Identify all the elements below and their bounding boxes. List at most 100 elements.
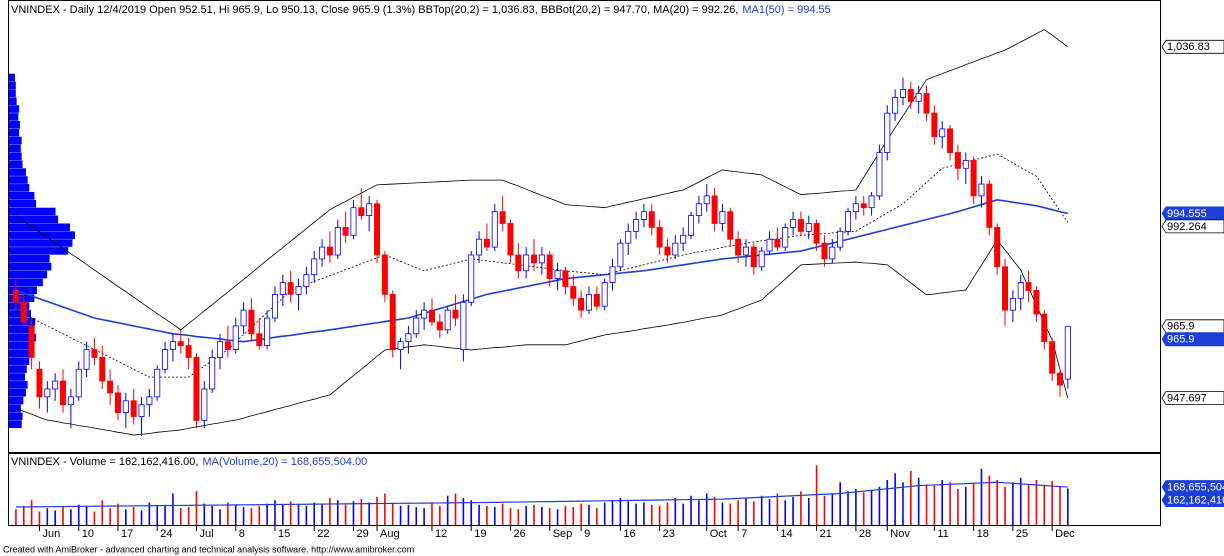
candle-body [44, 388, 51, 398]
volume-profile-bar [9, 373, 26, 381]
candle-body [1064, 325, 1071, 380]
candle-body [20, 301, 27, 323]
x-tick-label: Sep [553, 528, 573, 540]
volume-profile-bar [9, 144, 21, 153]
candle-body [907, 89, 914, 102]
x-tick-label: 26 [513, 528, 525, 540]
volume-profile-bar [9, 404, 21, 413]
title-part: VNINDEX - Daily 12/4/2019 Open 952.51, H… [11, 4, 738, 16]
candle-body [688, 215, 695, 236]
candle-body [664, 246, 671, 256]
candle-body [169, 341, 176, 350]
x-tick-label: Nov [890, 528, 910, 540]
candle-body [978, 183, 985, 197]
volume-profile-bar [9, 223, 70, 232]
candle-body [303, 274, 310, 287]
volume-profile-bar [9, 341, 35, 350]
value-label-box [1161, 219, 1224, 234]
candle-body [554, 270, 561, 280]
candle-body [374, 203, 381, 256]
x-tick-label: Jun [42, 528, 60, 540]
x-tick-label: 16 [623, 528, 635, 540]
candle-body [413, 317, 420, 335]
candle-body [962, 160, 969, 169]
x-tick-label: 29 [356, 528, 368, 540]
x-tick-label: 14 [780, 528, 792, 540]
candle-body [114, 392, 121, 413]
candle-body [138, 404, 145, 417]
value-label-box [1161, 480, 1224, 494]
value-label-box [1161, 391, 1224, 405]
candle-body [562, 270, 569, 287]
candle-body [609, 266, 616, 283]
candle-body [91, 349, 98, 358]
volume-profile-bar [9, 73, 15, 82]
x-tick-label: 21 [820, 528, 832, 540]
candle-body [570, 286, 577, 299]
candle-body [766, 238, 773, 252]
candle-body [515, 254, 522, 272]
candle-body [1002, 266, 1009, 311]
price-pane-border [8, 0, 1161, 453]
value-label: 992.264 [1167, 221, 1207, 233]
value-label: 965.9 [1167, 334, 1195, 346]
volume-profile-bar [9, 113, 19, 121]
candle-body [1009, 297, 1016, 311]
candle-body [201, 388, 208, 421]
candle-body [60, 380, 67, 406]
candle-body [672, 242, 679, 256]
candle-body [954, 152, 961, 169]
candle-body [797, 219, 804, 232]
x-tick-label: Dec [1055, 528, 1075, 540]
candle-body [711, 195, 718, 224]
candle-body [531, 254, 538, 264]
x-tick-label: 10 [82, 528, 94, 540]
value-label-box [1161, 206, 1224, 221]
candle-body [617, 242, 624, 268]
x-tick-label: 11 [937, 528, 948, 540]
candle-body [876, 152, 883, 197]
volume-profile-bar [9, 254, 50, 263]
candle-body [640, 211, 647, 220]
value-label: 994.555 [1167, 208, 1207, 220]
candle-body [122, 400, 129, 413]
candle-body [326, 246, 333, 256]
volume-profile-bar [9, 184, 30, 192]
volume-profile-bar [9, 294, 35, 302]
candle-body [232, 325, 239, 350]
candle-body [750, 246, 757, 268]
value-label-box [1161, 493, 1224, 507]
candle-body [12, 290, 19, 303]
volume-profile-bar [9, 176, 28, 184]
candle-body [28, 325, 35, 358]
volume-profile-bar [9, 412, 23, 421]
candle-body [727, 211, 734, 240]
volume-profile-bar [9, 81, 16, 90]
candle-body [790, 219, 797, 228]
volume-profile-bar [9, 152, 22, 161]
candle-body [852, 203, 859, 213]
candle-body [868, 195, 875, 209]
candle-body [83, 349, 90, 370]
candle-body [719, 211, 726, 224]
candle-body [405, 333, 412, 343]
candle-body [421, 309, 428, 319]
candle-body [397, 341, 404, 350]
candle-body [899, 89, 906, 98]
candle-body [279, 282, 286, 295]
candle-body [436, 321, 443, 331]
candle-body [546, 254, 553, 280]
candle-body [782, 227, 789, 248]
footer: Created with AmiBroker - advanced charti… [3, 544, 414, 554]
candle-body [130, 400, 137, 417]
volume-profile-bar [9, 207, 56, 216]
candle-body [154, 368, 161, 398]
candle-body [1017, 282, 1024, 299]
candle-body [656, 227, 663, 248]
candle-body [389, 293, 396, 350]
volume-profile-bar [9, 270, 48, 279]
candle-body [381, 254, 388, 295]
candle-body [813, 223, 820, 244]
volume-profile-bar [9, 215, 59, 224]
